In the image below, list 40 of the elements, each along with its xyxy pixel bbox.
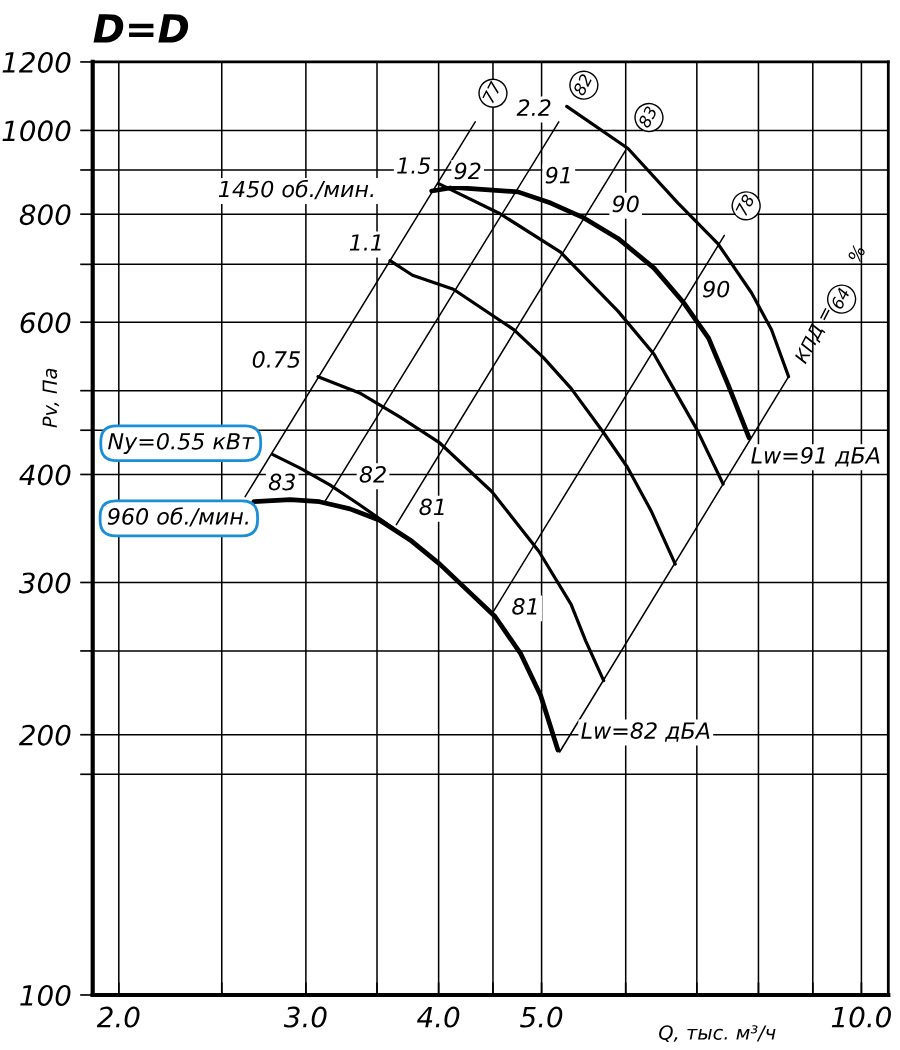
annotation: 77 — [482, 80, 502, 104]
chart-title: D=D — [93, 14, 189, 43]
annotation: 1.5 — [397, 157, 431, 174]
x-tick-label: 10.0 — [831, 1006, 891, 1028]
annotation: 1450 об./мин. — [218, 179, 374, 200]
y-tick-label: 400 — [19, 464, 71, 486]
x-tick-label: 3.0 — [283, 1006, 327, 1028]
annotation: 92 — [454, 162, 481, 180]
annotation: 90 — [703, 280, 730, 298]
annotation: 81 — [419, 498, 444, 516]
annotation: Lw=82 дБА — [581, 722, 710, 742]
annotation: 83 — [637, 105, 658, 129]
y-tick-label: 800 — [19, 204, 71, 226]
annotation: 64 — [830, 287, 851, 310]
annotation: 90 — [612, 195, 639, 213]
annotation: % — [847, 244, 866, 263]
annotation: 78 — [735, 193, 755, 217]
annotation: КПД = — [793, 307, 830, 365]
y-tick-label: 1000 — [2, 120, 71, 142]
annotation: 0.75 — [252, 351, 300, 368]
annotation: 1.1 — [349, 234, 381, 251]
annotation: Lw=91 дБА — [751, 446, 880, 467]
annotation: Ny=0.55 кВт — [108, 432, 255, 454]
annotation: 82 — [572, 73, 593, 97]
x-tick-label: 2.0 — [96, 1006, 140, 1028]
annotation: 2.2 — [516, 99, 551, 116]
annotation: 960 об./мин. — [107, 507, 248, 527]
annotation: 83 — [268, 473, 295, 491]
annotation: 81 — [512, 598, 537, 615]
y-tick-label: 200 — [18, 724, 71, 746]
y-tick-label: 1200 — [2, 51, 71, 73]
y-axis-title: Pv, Па — [42, 368, 60, 428]
annotation: 82 — [359, 465, 386, 483]
x-tick-label: 4.0 — [417, 1006, 460, 1028]
x-axis-title: Q, тыс. м³/ч — [659, 1025, 776, 1043]
y-tick-label: 300 — [18, 572, 71, 594]
x-tick-label: 5.0 — [520, 1006, 563, 1028]
annotation: 91 — [545, 166, 570, 184]
y-tick-label: 100 — [20, 984, 71, 1006]
y-tick-label: 600 — [20, 312, 71, 334]
